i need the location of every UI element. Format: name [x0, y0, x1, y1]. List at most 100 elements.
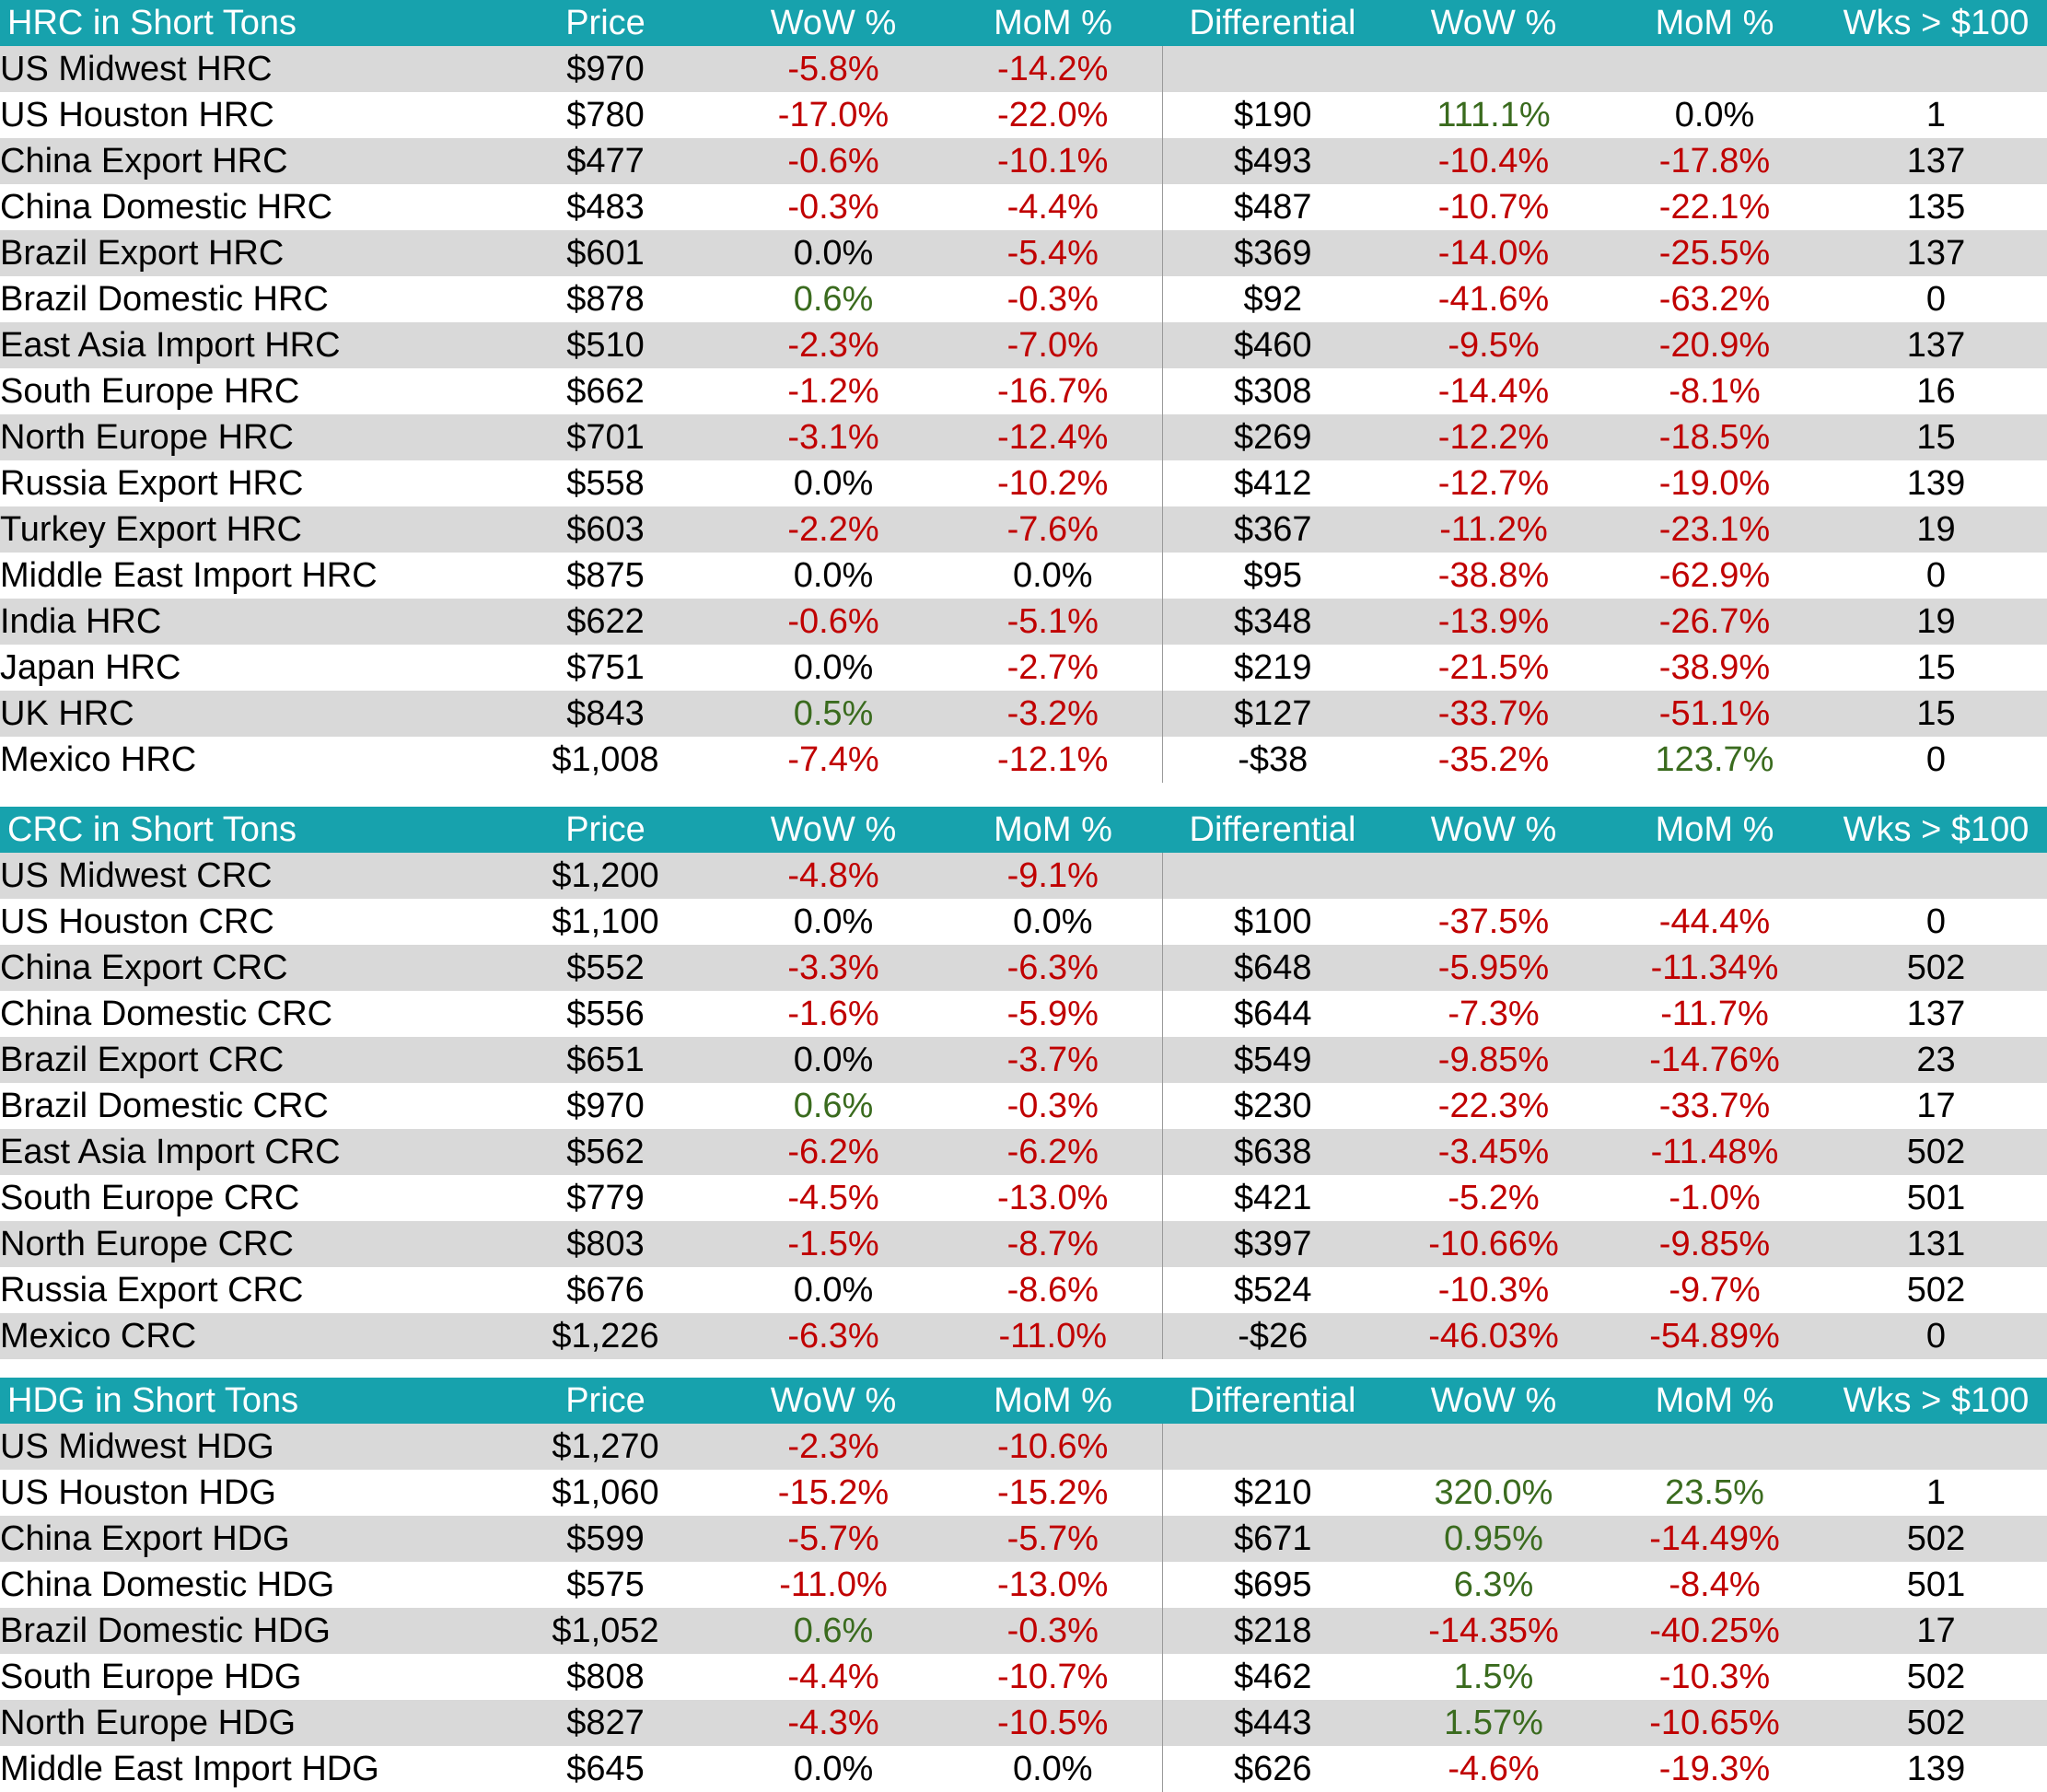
- cell-dmom: -19.0%: [1658, 464, 1771, 503]
- section-title: HDG in Short Tons: [0, 1378, 488, 1424]
- cell-dmom: 123.7%: [1655, 740, 1774, 779]
- cell-price: $751: [566, 648, 645, 687]
- cell-dwow: -12.7%: [1437, 464, 1550, 503]
- cell-dwow: -14.4%: [1437, 372, 1550, 411]
- table-row: US Midwest HDG $1,270 -2.3% -10.6%: [0, 1424, 2047, 1470]
- row-label: US Houston HDG: [0, 1473, 276, 1512]
- row-label: China Export CRC: [0, 945, 488, 991]
- cell-dmom: [1604, 853, 1825, 899]
- cell-dmom: -11.34%: [1604, 945, 1825, 991]
- cell-wks: 0: [1925, 280, 1947, 319]
- cell-diff: $367: [1162, 506, 1383, 553]
- cell-wks: 502: [1825, 1700, 2047, 1746]
- cell-mom: -22.0%: [944, 92, 1163, 138]
- cell-wow: -1.2%: [787, 372, 879, 411]
- cell-wks: [1825, 1424, 2047, 1470]
- cell-wow: -1.5%: [723, 1221, 944, 1267]
- row-label: China Domestic CRC: [0, 995, 333, 1033]
- cell-wow: 0.6%: [793, 280, 874, 319]
- cell-dwow: -35.2%: [1437, 740, 1550, 779]
- cell-diff: $695: [1233, 1565, 1312, 1604]
- row-label: US Midwest HRC: [0, 46, 488, 92]
- cell-dwow: -14.0%: [1383, 230, 1604, 276]
- column-header: MoM %: [944, 807, 1162, 853]
- cell-wks: 15: [1825, 691, 2047, 737]
- table-row: US Midwest CRC $1,200 -4.8% -9.1%: [0, 853, 2047, 899]
- row-label: Brazil Domestic HDG: [0, 1608, 488, 1654]
- column-header: Differential: [1162, 1378, 1383, 1424]
- cell-mom: -10.6%: [944, 1424, 1163, 1470]
- table-row: South Europe CRC $779 -4.5% -13.0% $421 -5.2%…: [0, 1175, 2047, 1221]
- cell-price: $483: [566, 188, 645, 227]
- cell-diff: $369: [1162, 230, 1383, 276]
- cell-mom: -4.4%: [944, 184, 1163, 230]
- table-row: Brazil Export CRC $651 0.0% -3.7% $549 -9.85%…: [0, 1037, 2047, 1083]
- cell-wks: 23: [1825, 1037, 2047, 1083]
- cell-wks: 19: [1825, 599, 2047, 645]
- table-row: US Midwest HRC $970 -5.8% -14.2%: [0, 46, 2047, 92]
- cell-diff: $269: [1162, 414, 1383, 460]
- cell-wks: 0: [1925, 556, 1947, 595]
- cell-diff: $493: [1162, 138, 1383, 184]
- section-hrc-table: HRC in Short Tons Price WoW % MoM % Differen…: [0, 0, 2047, 783]
- cell-dmom: -14.76%: [1604, 1037, 1825, 1083]
- cell-price: $1,060: [552, 1473, 659, 1512]
- cell-wks: 137: [1825, 138, 2047, 184]
- cell-diff: $95: [1243, 556, 1302, 595]
- cell-diff: $210: [1233, 1473, 1312, 1512]
- cell-dwow: -9.85%: [1383, 1037, 1604, 1083]
- cell-wow: 0.0%: [793, 1750, 874, 1788]
- cell-wow: -5.8%: [723, 46, 944, 92]
- header-row: HDG in Short Tons Price WoW % MoM % Differen…: [0, 1378, 2047, 1424]
- cell-dmom: -33.7%: [1658, 1087, 1771, 1125]
- cell-dwow: -37.5%: [1437, 902, 1550, 941]
- row-label: Turkey Export HRC: [0, 506, 488, 553]
- cell-mom: -5.4%: [944, 230, 1163, 276]
- row-label: UK HRC: [0, 691, 488, 737]
- cell-wow: -3.3%: [723, 945, 944, 991]
- cell-mom: -11.0%: [944, 1313, 1163, 1359]
- cell-price: $1,200: [488, 853, 723, 899]
- cell-diff: -$26: [1162, 1313, 1383, 1359]
- row-label: Mexico CRC: [0, 1313, 488, 1359]
- cell-dwow: [1383, 46, 1604, 92]
- cell-dmom: 23.5%: [1665, 1473, 1764, 1512]
- cell-diff: -$38: [1238, 740, 1308, 779]
- cell-dmom: -22.1%: [1658, 188, 1771, 227]
- column-header: WoW %: [723, 1378, 944, 1424]
- row-label: Brazil Export CRC: [0, 1037, 488, 1083]
- cell-wow: 0.0%: [793, 556, 874, 595]
- row-label: Middle East Import HRC: [0, 556, 378, 595]
- cell-price: $970: [488, 46, 723, 92]
- column-header: MoM %: [1604, 807, 1825, 853]
- cell-dwow: 6.3%: [1453, 1565, 1534, 1604]
- row-label: Brazil Domestic HRC: [0, 280, 329, 319]
- table-row: North Europe HDG $827 -4.3% -10.5% $443 1.57%…: [0, 1700, 2047, 1746]
- cell-dwow: -9.5%: [1383, 322, 1604, 368]
- cell-wow: 0.6%: [793, 1087, 874, 1125]
- cell-price: $780: [566, 96, 645, 134]
- row-label: North Europe HDG: [0, 1700, 488, 1746]
- cell-wow: -6.2%: [723, 1129, 944, 1175]
- cell-dmom: -63.2%: [1658, 280, 1771, 319]
- cell-wow: -1.6%: [787, 995, 879, 1033]
- column-header: Price: [488, 1378, 723, 1424]
- cell-dmom: -8.4%: [1669, 1565, 1761, 1604]
- row-label: China Export HRC: [0, 138, 488, 184]
- cell-dwow: -5.95%: [1383, 945, 1604, 991]
- column-header: MoM %: [944, 1378, 1162, 1424]
- cell-wow: 0.0%: [723, 1037, 944, 1083]
- cell-mom: -3.7%: [944, 1037, 1163, 1083]
- cell-price: $645: [566, 1750, 645, 1788]
- cell-wow: -5.7%: [723, 1516, 944, 1562]
- table-row: Middle East Import HDG $645 0.0% 0.0% $626 -4…: [0, 1746, 2047, 1792]
- table-row: South Europe HRC $662 -1.2% -16.7% $308 -14.4…: [0, 368, 2047, 414]
- cell-diff: $524: [1233, 1271, 1312, 1309]
- table-row: Japan HRC $751 0.0% -2.7% $219 -21.5% -38.9% 15: [0, 645, 2047, 691]
- cell-diff: $648: [1162, 945, 1383, 991]
- cell-dwow: -33.7%: [1383, 691, 1604, 737]
- column-header: WoW %: [1383, 1378, 1604, 1424]
- cell-wow: -17.0%: [777, 96, 890, 134]
- table-row: Middle East Import HRC $875 0.0% 0.0% $95 -38…: [0, 553, 2047, 599]
- cell-price: $803: [488, 1221, 723, 1267]
